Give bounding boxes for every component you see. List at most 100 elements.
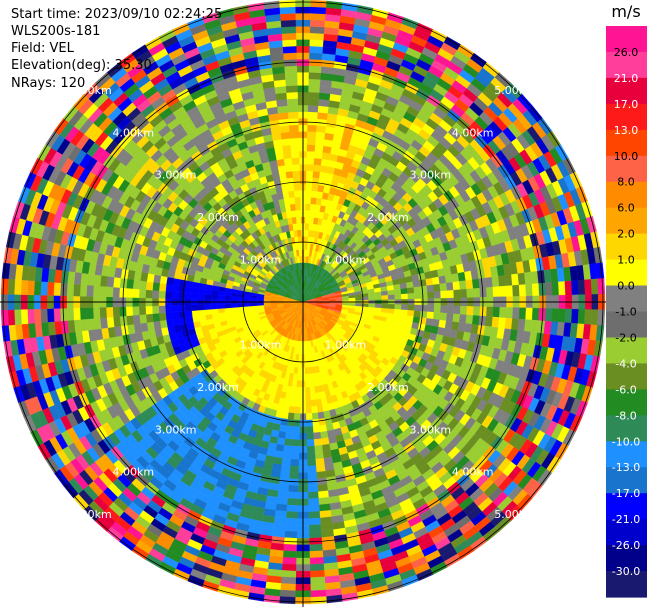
velocity-gate (590, 309, 599, 326)
velocity-gate (294, 406, 301, 414)
velocity-gate (551, 281, 560, 296)
velocity-gate (425, 277, 434, 286)
velocity-gate (311, 412, 319, 420)
velocity-gate (79, 307, 88, 320)
velocity-gate (303, 334, 307, 342)
velocity-gate (401, 304, 409, 311)
velocity-gate (439, 312, 448, 322)
velocity-gate (305, 400, 312, 408)
velocity-gate (283, 438, 293, 447)
velocity-gate (315, 464, 326, 473)
velocity-gate (446, 313, 454, 322)
velocity-gate (504, 317, 513, 330)
velocity-gate (178, 292, 186, 300)
velocity-gate (281, 570, 297, 578)
velocity-gate (485, 316, 493, 328)
velocity-gate (318, 98, 330, 107)
velocity-gate (399, 282, 408, 290)
velocity-gate (165, 312, 173, 321)
velocity-gate (126, 315, 134, 326)
velocity-gate (313, 438, 323, 447)
velocity-gate (292, 426, 300, 434)
velocity-gate (308, 504, 320, 513)
velocity-gate (308, 98, 320, 106)
velocity-gate (138, 288, 147, 299)
velocity-gate (321, 443, 331, 452)
velocity-gate (306, 458, 317, 467)
velocity-gate (308, 511, 321, 519)
velocity-gate (308, 85, 321, 93)
velocity-gate (315, 138, 325, 146)
velocity-gate (178, 311, 186, 319)
velocity-gate (217, 303, 225, 309)
velocity-gate (277, 484, 289, 492)
velocity-gate (308, 78, 321, 87)
velocity-gate (308, 72, 322, 80)
velocity-gate (407, 304, 415, 311)
velocity-gate (401, 293, 409, 300)
velocity-gate (198, 288, 206, 295)
velocity-gate (316, 471, 327, 479)
velocity-gate (297, 367, 302, 375)
velocity-gate (310, 583, 326, 591)
velocity-gate (577, 309, 586, 325)
velocity-gate (305, 203, 311, 211)
velocity-gate (304, 223, 310, 231)
velocity-gate (280, 583, 296, 591)
velocity-gate (486, 286, 494, 298)
velocity-gate (420, 304, 428, 312)
velocity-gate (113, 276, 121, 288)
velocity-gate (446, 305, 455, 314)
velocity-gate (307, 104, 319, 113)
velocity-gate (307, 124, 318, 132)
velocity-gate (308, 91, 320, 100)
velocity-gate (250, 303, 258, 307)
velocity-gate (465, 314, 474, 325)
velocity-gate (27, 280, 35, 296)
velocity-gate (166, 318, 175, 328)
velocity-gate (305, 209, 311, 218)
velocity-gate (525, 283, 533, 297)
velocity-gate (473, 306, 481, 317)
velocity-gate (305, 413, 313, 421)
velocity-gate (277, 430, 287, 439)
velocity-gate (99, 317, 108, 329)
velocity-gate (564, 280, 573, 296)
velocity-gate (211, 308, 219, 315)
velocity-gate (317, 484, 329, 492)
velocity-gate (145, 305, 153, 315)
velocity-gate (314, 445, 323, 453)
velocity-gate (132, 279, 141, 290)
velocity-gate (279, 589, 296, 598)
velocity-gate (315, 458, 325, 466)
velocity-gate (230, 303, 238, 308)
velocity-gate (342, 298, 350, 302)
velocity-gate (308, 498, 320, 506)
velocity-gate (276, 497, 288, 506)
velocity-gate (283, 445, 292, 453)
velocity-gate (499, 285, 507, 297)
velocity-gate (282, 550, 297, 559)
velocity-gate (311, 405, 318, 414)
velocity-gate (27, 308, 35, 324)
velocity-gate (158, 305, 166, 314)
velocity-gate (303, 341, 307, 349)
velocity-gate (304, 373, 310, 381)
velocity-gate (348, 297, 356, 301)
velocity-gate (197, 293, 205, 300)
velocity-gate (558, 281, 566, 296)
velocity-gate (312, 419, 320, 427)
velocity-gate (317, 105, 329, 114)
velocity-gate (126, 278, 134, 289)
velocity-gate (304, 216, 310, 224)
velocity-gate (230, 307, 239, 312)
velocity-gates (0, 0, 606, 605)
velocity-gate (440, 305, 448, 314)
velocity-gate (191, 310, 200, 317)
velocity-gate (595, 325, 605, 342)
velocity-gate (86, 307, 94, 320)
velocity-gate (314, 151, 323, 159)
velocity-gate (158, 282, 167, 292)
velocity-gate (309, 544, 323, 552)
velocity-gate (145, 289, 153, 299)
